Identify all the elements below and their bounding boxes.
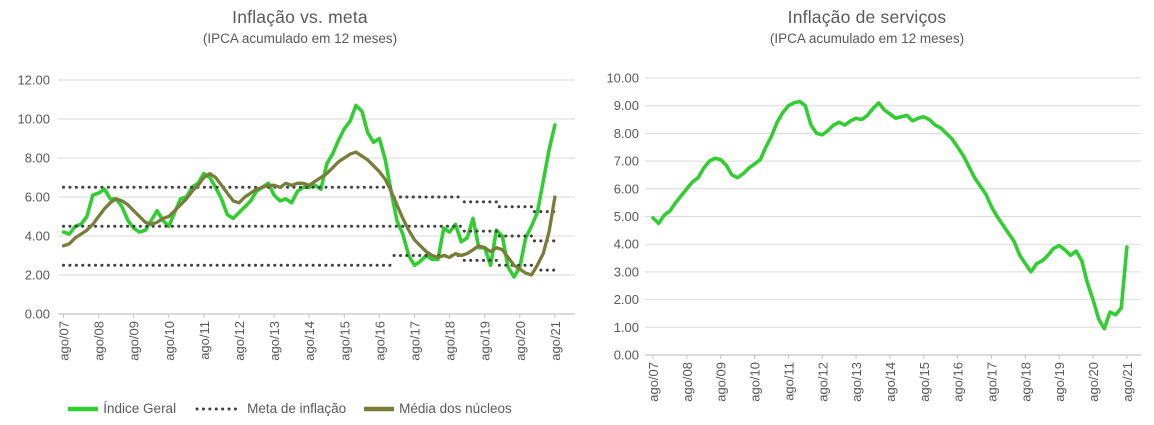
svg-text:ago/10: ago/10 — [748, 362, 763, 402]
svg-text:ago/10: ago/10 — [162, 321, 177, 361]
svg-text:ago/07: ago/07 — [646, 362, 661, 402]
solid-line-swatch-icon — [68, 406, 99, 411]
svg-text:ago/15: ago/15 — [917, 362, 932, 402]
svg-text:ago/09: ago/09 — [127, 321, 142, 361]
svg-text:ago/14: ago/14 — [883, 362, 898, 402]
svg-text:ago/08: ago/08 — [92, 321, 107, 361]
svg-text:4.00: 4.00 — [25, 229, 50, 244]
svg-text:ago/18: ago/18 — [1018, 362, 1033, 402]
chart-inflacao-vs-meta: Inflação vs. meta (IPCA acumulado em 12 … — [0, 7, 580, 416]
legend-item-meta-de-inflacao: Meta de inflação — [194, 401, 346, 416]
svg-text:10.00: 10.00 — [17, 112, 50, 127]
svg-text:ago/11: ago/11 — [197, 321, 212, 360]
svg-text:ago/19: ago/19 — [1052, 362, 1067, 402]
svg-text:3.00: 3.00 — [614, 264, 639, 279]
svg-text:ago/21: ago/21 — [548, 321, 563, 361]
legend-label: Meta de inflação — [247, 401, 347, 416]
svg-text:ago/13: ago/13 — [267, 321, 282, 361]
svg-text:0.00: 0.00 — [25, 307, 50, 322]
svg-text:ago/11: ago/11 — [781, 362, 796, 401]
svg-text:ago/18: ago/18 — [443, 321, 458, 361]
svg-text:ago/16: ago/16 — [372, 321, 387, 361]
solid-line-swatch-icon — [364, 406, 395, 411]
svg-text:10.00: 10.00 — [606, 71, 639, 86]
chart-subtitle: (IPCA acumulado em 12 meses) — [769, 31, 965, 46]
svg-text:8.00: 8.00 — [25, 151, 50, 166]
svg-text:ago/12: ago/12 — [815, 362, 830, 402]
svg-text:ago/20: ago/20 — [1086, 362, 1101, 402]
legend: Índice Geral Meta de inflação Média dos … — [0, 401, 580, 416]
svg-text:ago/08: ago/08 — [680, 362, 695, 402]
svg-text:6.00: 6.00 — [25, 190, 50, 205]
plot-area: 0.00 2.00 4.00 6.00 8.00 10.00 12.00 ago/07 ago/… — [17, 73, 575, 361]
svg-text:2.00: 2.00 — [614, 292, 639, 307]
svg-text:12.00: 12.00 — [17, 73, 50, 88]
svg-text:ago/13: ago/13 — [849, 362, 864, 402]
legend-label: Média dos núcleos — [399, 401, 512, 416]
svg-text:4.00: 4.00 — [614, 237, 639, 252]
svg-text:ago/21: ago/21 — [1120, 362, 1135, 402]
svg-text:ago/09: ago/09 — [714, 362, 729, 402]
svg-text:ago/19: ago/19 — [478, 321, 493, 361]
legend-item-indice-geral: Índice Geral — [68, 401, 176, 416]
chart-inflacao-de-servicos: Inflação de serviços (IPCA acumulado em … — [580, 0, 1154, 425]
svg-text:ago/17: ago/17 — [985, 362, 1000, 402]
dotted-line-swatch-icon — [195, 407, 243, 410]
svg-text:9.00: 9.00 — [614, 98, 639, 113]
svg-text:0.00: 0.00 — [614, 348, 639, 363]
svg-text:7.00: 7.00 — [614, 154, 639, 169]
legend-label: Índice Geral — [103, 401, 177, 416]
chart-title: Inflação de serviços — [787, 7, 947, 27]
svg-text:ago/12: ago/12 — [232, 321, 247, 361]
svg-text:ago/15: ago/15 — [337, 321, 352, 361]
svg-text:ago/07: ago/07 — [57, 321, 72, 361]
svg-text:ago/14: ago/14 — [302, 321, 317, 361]
chart-subtitle: (IPCA acumulado em 12 meses) — [202, 31, 398, 46]
svg-text:6.00: 6.00 — [614, 181, 639, 196]
svg-text:1.00: 1.00 — [614, 320, 639, 335]
svg-text:ago/16: ago/16 — [951, 362, 966, 402]
svg-text:ago/20: ago/20 — [513, 321, 528, 361]
plot-area: 0.00 1.00 2.00 3.00 4.00 5.00 6.00 7.00 8.00 9.00… — [606, 71, 1141, 402]
svg-text:8.00: 8.00 — [614, 126, 639, 141]
chart-title: Inflação vs. meta — [232, 7, 368, 27]
svg-text:2.00: 2.00 — [25, 268, 50, 283]
svg-text:ago/17: ago/17 — [408, 321, 423, 361]
legend-item-media-dos-nucleos: Média dos núcleos — [364, 401, 512, 416]
svg-text:5.00: 5.00 — [614, 209, 639, 224]
